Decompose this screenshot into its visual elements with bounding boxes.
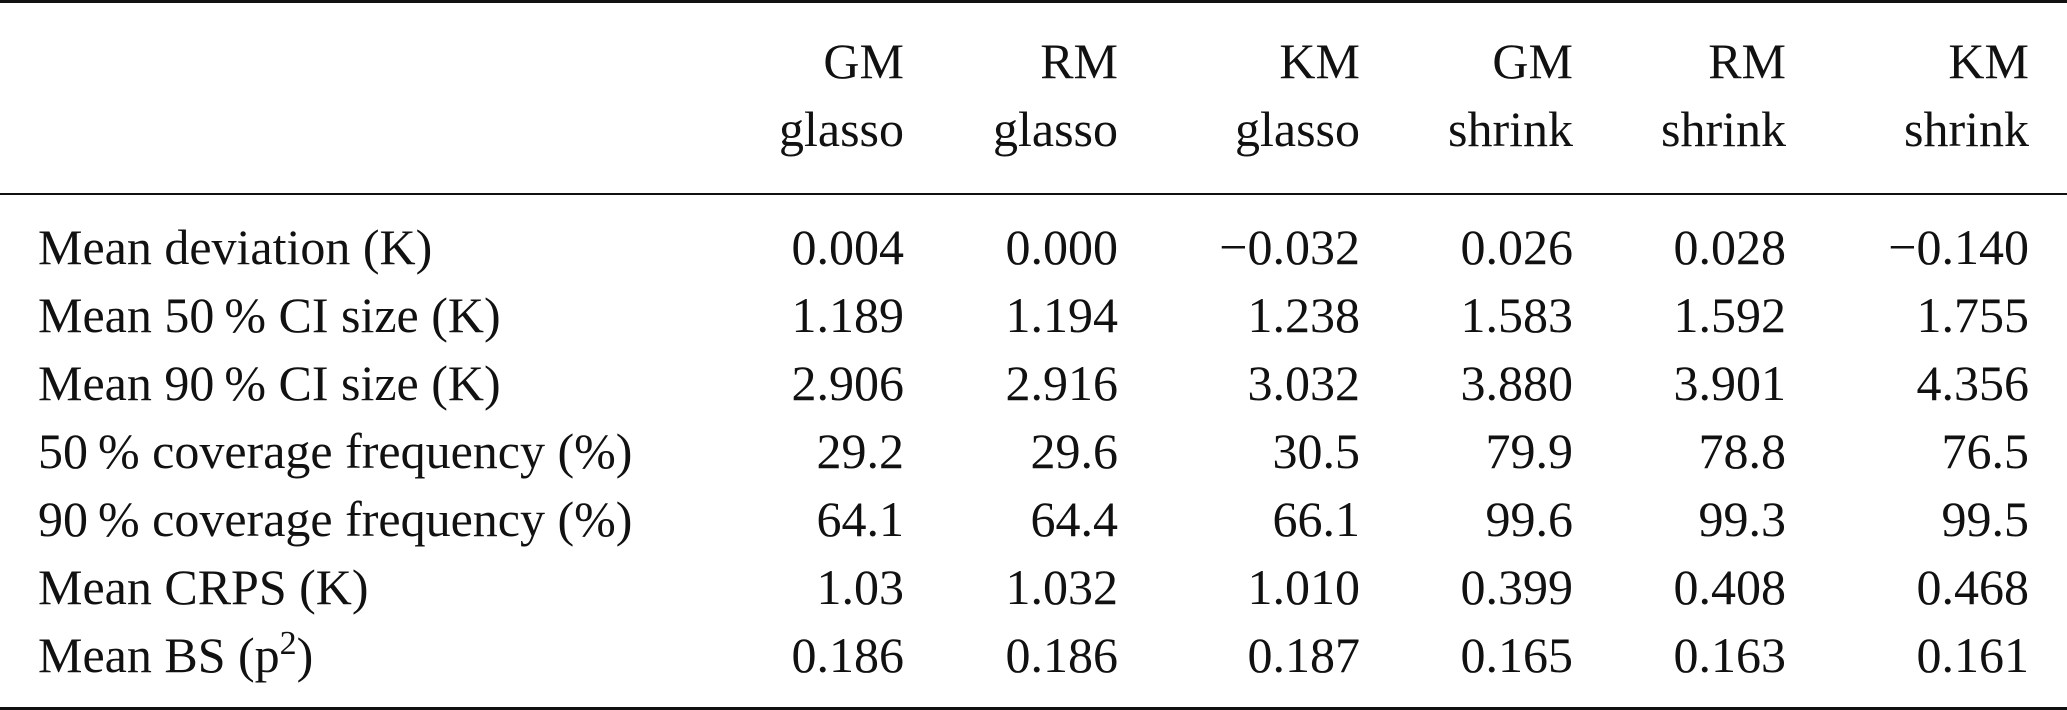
row-label: Mean CRPS (K): [38, 559, 369, 615]
table-row: Mean CRPS (K) 1.03 1.032 1.010 0.399 0.4…: [0, 553, 2067, 621]
column-header-rm-shrink: RM shrink: [1573, 2, 1786, 195]
table-cell: 0.161: [1916, 627, 2030, 683]
table-cell: 99.3: [1698, 491, 1787, 547]
table-cell: −0.140: [1888, 219, 2029, 275]
table-cell: 0.408: [1673, 559, 1787, 615]
table-cell: 3.901: [1673, 355, 1787, 411]
column-header-rm-glasso: RM glasso: [904, 2, 1118, 195]
column-header-line2: glasso: [1235, 101, 1360, 157]
table-cell: 64.4: [1030, 491, 1119, 547]
table-row: 90 % coverage frequency (%) 64.1 64.4 66…: [0, 485, 2067, 553]
table-cell: 4.356: [1916, 355, 2030, 411]
column-header-km-glasso: KM glasso: [1118, 2, 1360, 195]
table-cell: 1.032: [1005, 559, 1119, 615]
table-cell: 3.032: [1247, 355, 1361, 411]
table-cell: 78.8: [1698, 423, 1787, 479]
table-cell: 79.9: [1485, 423, 1574, 479]
table-cell: 1.189: [791, 287, 905, 343]
table-cell: 1.583: [1460, 287, 1574, 343]
table-cell: 66.1: [1272, 491, 1361, 547]
table-cell: 76.5: [1941, 423, 2030, 479]
table-cell: 0.026: [1460, 219, 1574, 275]
table-cell: 1.010: [1247, 559, 1361, 615]
column-header-gm-shrink: GM shrink: [1360, 2, 1573, 195]
table-cell: 99.5: [1941, 491, 2030, 547]
column-header-line2: shrink: [1448, 101, 1573, 157]
table-cell: 64.1: [816, 491, 905, 547]
table-cell: 2.906: [791, 355, 905, 411]
row-label-suffix: ): [296, 627, 314, 683]
column-header-line1: GM: [823, 33, 904, 89]
table-cell: 0.187: [1247, 627, 1361, 683]
table-cell: 0.468: [1916, 559, 2030, 615]
table-header: GM glasso RM glasso KM glasso GM shrink …: [0, 1, 2067, 195]
table-cell: 30.5: [1272, 423, 1361, 479]
table-cell: 99.6: [1485, 491, 1574, 547]
table-row: 50 % coverage frequency (%) 29.2 29.6 30…: [0, 417, 2067, 485]
table-cell: 3.880: [1460, 355, 1574, 411]
table-cell: 0.004: [791, 219, 905, 275]
column-header-line1: RM: [1040, 33, 1118, 89]
table-cell: 1.592: [1673, 287, 1787, 343]
row-label: 90 % coverage frequency (%): [38, 491, 633, 547]
table-cell: 0.000: [1005, 219, 1119, 275]
column-header-line1: KM: [1948, 33, 2029, 89]
column-header-line2: shrink: [1904, 101, 2029, 157]
header-cell-empty: [0, 2, 715, 195]
column-header-km-shrink: KM shrink: [1786, 2, 2067, 195]
table-cell: 0.186: [791, 627, 905, 683]
table-cell: 0.399: [1460, 559, 1574, 615]
table-cell: 29.2: [816, 423, 905, 479]
table-body: Mean deviation (K) 0.004 0.000 −0.032 0.…: [0, 194, 2067, 709]
table-cell: 0.186: [1005, 627, 1119, 683]
table-row: Mean 90 % CI size (K) 2.906 2.916 3.032 …: [0, 349, 2067, 417]
row-label: Mean deviation (K): [38, 219, 433, 275]
table-cell: 2.916: [1005, 355, 1119, 411]
table-row: Mean BS (p2) 0.186 0.186 0.187 0.165 0.1…: [0, 621, 2067, 709]
table-cell: 1.238: [1247, 287, 1361, 343]
column-header-line2: glasso: [779, 101, 904, 157]
column-header-gm-glasso: GM glasso: [715, 2, 904, 195]
table-cell: 1.755: [1916, 287, 2030, 343]
table-cell: −0.032: [1219, 219, 1360, 275]
row-label: Mean 90 % CI size (K): [38, 355, 501, 411]
table-row: Mean 50 % CI size (K) 1.189 1.194 1.238 …: [0, 281, 2067, 349]
row-label: Mean 50 % CI size (K): [38, 287, 501, 343]
table-cell: 0.163: [1673, 627, 1787, 683]
column-header-line2: shrink: [1661, 101, 1786, 157]
row-label: 50 % coverage frequency (%): [38, 423, 633, 479]
table-cell: 1.194: [1005, 287, 1119, 343]
table-row: Mean deviation (K) 0.004 0.000 −0.032 0.…: [0, 194, 2067, 281]
column-header-line2: glasso: [993, 101, 1118, 157]
column-header-line1: KM: [1279, 33, 1360, 89]
row-label-prefix: Mean BS (p: [38, 627, 280, 683]
row-label: Mean BS (p2): [0, 621, 715, 709]
column-header-line1: RM: [1708, 33, 1786, 89]
table-cell: 0.028: [1673, 219, 1787, 275]
column-header-line1: GM: [1492, 33, 1573, 89]
table-cell: 29.6: [1030, 423, 1119, 479]
row-label-superscript: 2: [279, 625, 297, 662]
table-cell: 0.165: [1460, 627, 1574, 683]
table-cell: 1.03: [816, 559, 905, 615]
header-row: GM glasso RM glasso KM glasso GM shrink …: [0, 1, 2067, 195]
